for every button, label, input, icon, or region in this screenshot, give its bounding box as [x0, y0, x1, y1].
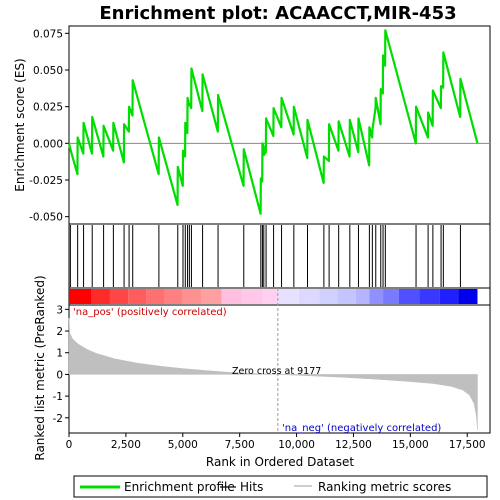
metric-tick-label: 1 — [56, 348, 63, 360]
na-pos-label: 'na_pos' (positively correlated) — [73, 307, 227, 318]
rank-bar-segment — [399, 289, 419, 304]
x-tick-label: 0 — [66, 439, 73, 451]
rank-bar-segment — [128, 289, 146, 304]
x-tick-label: 12,500 — [335, 439, 372, 451]
x-tick-label: 17,500 — [449, 439, 486, 451]
x-ticks: 0 2,500 5,000 7,500 10,000 12,500 15,000 17,500 — [66, 433, 486, 451]
rank-bar-segment — [369, 289, 383, 304]
x-tick-label: 10,000 — [278, 439, 315, 451]
rank-bar-segment — [183, 289, 201, 304]
rank-bar-segment — [440, 289, 458, 304]
metric-tick-label: 0 — [56, 369, 63, 381]
metric-tick-label: -2 — [53, 413, 63, 425]
metric-tick-label: 3 — [56, 304, 63, 316]
rank-bar-segment — [110, 289, 128, 304]
es-tick-label: -0.050 — [29, 212, 63, 224]
metric-tick-label: -1 — [53, 391, 63, 403]
na-neg-label: 'na_neg' (negatively correlated) — [282, 423, 441, 434]
x-tick-label: 15,000 — [392, 439, 429, 451]
rank-bar-segment — [201, 289, 221, 304]
rank-bar-segment — [299, 289, 319, 304]
x-tick-label: 7,500 — [225, 439, 255, 451]
chart-title: Enrichment plot: ACAACCT,MIR-453 — [99, 3, 456, 24]
rank-bar-segment — [146, 289, 164, 304]
rank-bar-segment — [278, 289, 299, 304]
metric-y-ticks: 3 2 1 0 -1 -2 — [53, 304, 69, 424]
es-tick-label: 0.000 — [33, 138, 63, 150]
rank-bar-segment — [165, 289, 183, 304]
legend-label: Enrichment profile — [124, 480, 235, 494]
es-y-ticks: 0.075 0.050 0.025 0.000 -0.025 -0.050 — [29, 28, 69, 223]
rank-bar-segment — [69, 289, 92, 304]
x-axis-label: Rank in Ordered Dataset — [206, 455, 354, 469]
rank-bar-segment — [242, 289, 262, 304]
es-tick-label: 0.050 — [33, 65, 63, 77]
rank-bar-segment — [92, 289, 110, 304]
es-tick-label: 0.075 — [33, 28, 63, 40]
rank-bar-segment — [356, 289, 370, 304]
es-y-axis-label: Enrichment score (ES) — [13, 58, 27, 191]
legend-label: Ranking metric scores — [318, 480, 451, 494]
rank-bar-segment — [221, 289, 241, 304]
metric-y-axis-label: Ranked list metric (PreRanked) — [33, 275, 47, 460]
rank-bar-segment — [338, 289, 356, 304]
metric-tick-label: 2 — [56, 326, 63, 338]
x-tick-label: 2,500 — [111, 439, 141, 451]
rank-bar-segment — [262, 289, 277, 304]
legend-label: Hits — [240, 480, 263, 494]
rank-bar-segment — [319, 289, 337, 304]
hits-panel-frame — [69, 224, 490, 288]
x-tick-label: 5,000 — [168, 439, 198, 451]
es-tick-label: 0.025 — [33, 102, 63, 114]
rank-bar-segment — [419, 289, 439, 304]
es-tick-label: -0.025 — [29, 175, 63, 187]
rank-bar-segment — [383, 289, 399, 304]
zero-cross-label: Zero cross at 9177 — [232, 366, 321, 377]
rank-color-bar — [69, 289, 477, 304]
rank-bar-segment — [458, 289, 477, 304]
